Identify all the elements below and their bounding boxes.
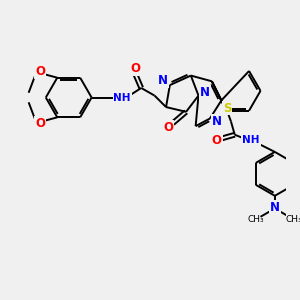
Text: N: N: [200, 86, 210, 99]
Text: N: N: [212, 115, 222, 128]
Text: CH₃: CH₃: [286, 215, 300, 224]
Text: N: N: [158, 74, 168, 87]
Text: NH: NH: [113, 92, 131, 103]
Text: O: O: [163, 121, 173, 134]
Text: N: N: [270, 201, 280, 214]
Text: S: S: [223, 101, 231, 115]
Text: O: O: [130, 62, 140, 75]
Text: CH₃: CH₃: [248, 215, 264, 224]
Text: O: O: [35, 65, 45, 79]
Text: O: O: [212, 134, 222, 147]
Text: O: O: [35, 117, 45, 130]
Text: NH: NH: [242, 136, 260, 146]
